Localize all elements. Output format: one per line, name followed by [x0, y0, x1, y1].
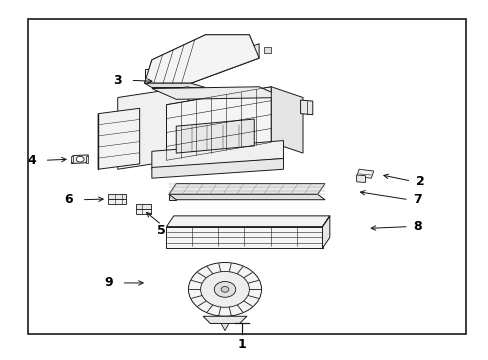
Polygon shape	[108, 199, 126, 204]
Polygon shape	[144, 83, 205, 87]
Polygon shape	[300, 100, 312, 115]
Polygon shape	[71, 155, 88, 163]
Polygon shape	[166, 226, 322, 248]
Circle shape	[76, 156, 84, 162]
Circle shape	[214, 282, 235, 297]
Text: 4: 4	[27, 154, 36, 167]
Polygon shape	[176, 119, 254, 153]
Polygon shape	[168, 184, 325, 194]
Bar	[27, 19, 466, 334]
Polygon shape	[144, 35, 259, 83]
Text: 1: 1	[237, 338, 246, 351]
Polygon shape	[190, 44, 259, 83]
Polygon shape	[136, 210, 151, 214]
Text: 2: 2	[415, 175, 424, 188]
Polygon shape	[264, 47, 271, 53]
Polygon shape	[322, 216, 329, 248]
Polygon shape	[152, 158, 283, 178]
Polygon shape	[166, 87, 271, 160]
Text: 8: 8	[412, 220, 421, 233]
Polygon shape	[152, 140, 283, 169]
Polygon shape	[86, 156, 88, 163]
Polygon shape	[221, 323, 228, 330]
Text: 5: 5	[157, 224, 165, 237]
Polygon shape	[118, 87, 188, 169]
Polygon shape	[136, 204, 151, 210]
Polygon shape	[71, 156, 73, 162]
Polygon shape	[203, 316, 246, 323]
Polygon shape	[152, 87, 283, 99]
Text: 9: 9	[104, 276, 113, 289]
Circle shape	[188, 262, 261, 316]
Circle shape	[221, 287, 228, 292]
Polygon shape	[356, 175, 365, 183]
Text: 6: 6	[64, 193, 73, 206]
Polygon shape	[144, 69, 190, 83]
Text: 7: 7	[412, 193, 421, 206]
Polygon shape	[108, 194, 126, 199]
Polygon shape	[98, 108, 140, 169]
Text: 3: 3	[113, 74, 122, 87]
Polygon shape	[168, 194, 176, 200]
Polygon shape	[144, 35, 259, 83]
Polygon shape	[271, 87, 303, 153]
Polygon shape	[356, 169, 373, 178]
Polygon shape	[166, 216, 329, 226]
Circle shape	[200, 271, 249, 307]
Polygon shape	[168, 194, 325, 200]
